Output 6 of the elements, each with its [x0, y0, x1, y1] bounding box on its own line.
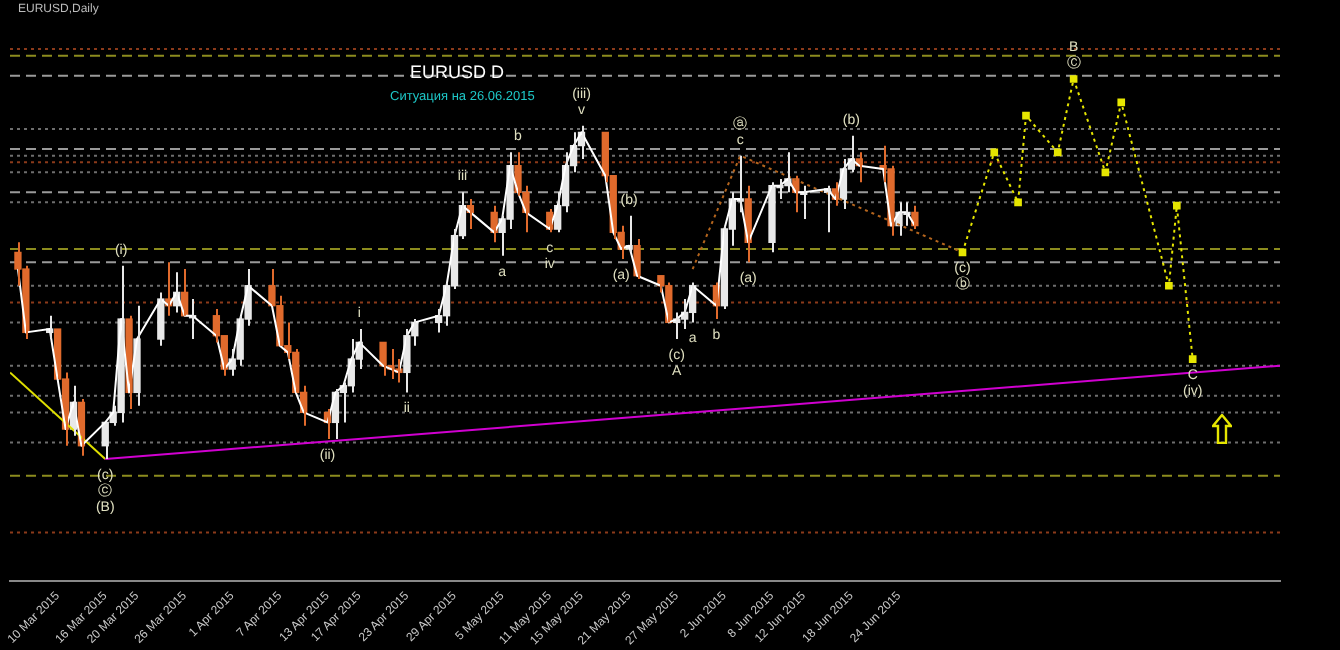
- point: [990, 148, 999, 157]
- point: [1014, 198, 1022, 207]
- point: [1165, 281, 1173, 290]
- point: [1053, 148, 1062, 157]
- point: [1188, 355, 1197, 363]
- point: [1172, 201, 1181, 210]
